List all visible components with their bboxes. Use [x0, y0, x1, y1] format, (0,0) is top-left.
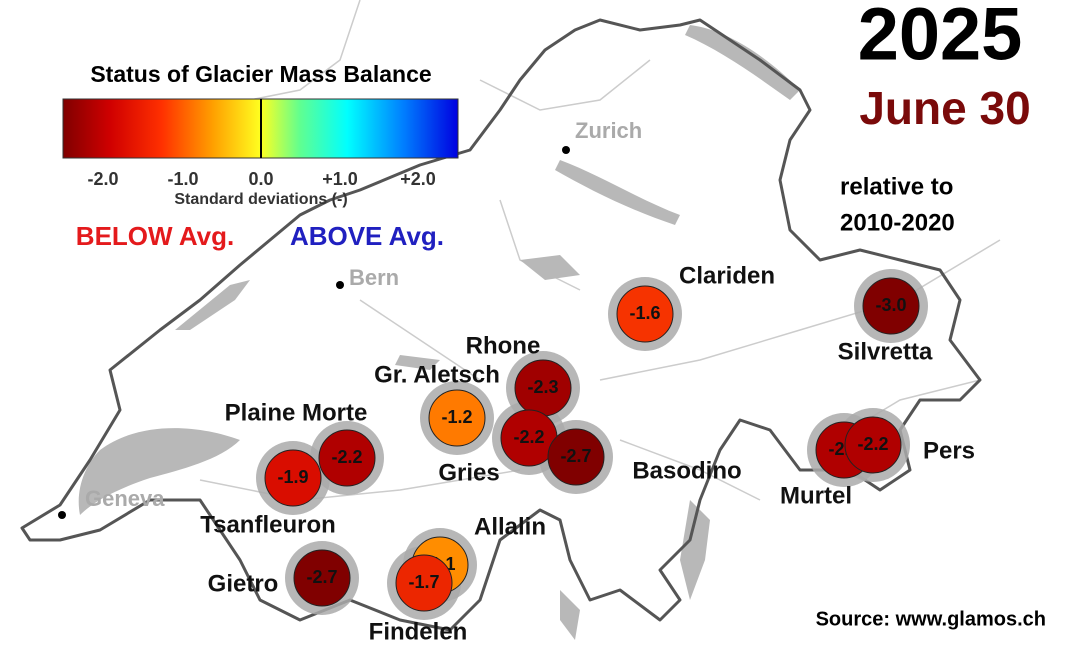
country-border	[20, 18, 982, 632]
glacier-marker	[844, 416, 902, 474]
glacier-value: -2.2	[513, 427, 544, 447]
glacier-marker	[547, 428, 605, 486]
glaciers: -1.6 Clariden -3.0 Silvretta -2.3 Rhone -1.2 Gr…	[200, 262, 975, 645]
source: Source: www.glamos.ch	[816, 608, 1046, 630]
colorbar-tick-label: -2.0	[87, 169, 118, 189]
glacier-name: Gr. Aletsch	[374, 361, 500, 388]
relative-to: relative to	[840, 173, 953, 200]
year: 2025	[858, 0, 1023, 76]
glacier-name: Rhone	[466, 332, 541, 359]
lakes	[78, 25, 800, 640]
glacier-value: -1.9	[277, 467, 308, 487]
colorbar-tick-label: +2.0	[400, 169, 436, 189]
glacier-marker	[395, 554, 453, 612]
glacier-value: -1.6	[629, 303, 660, 323]
glacier-value: -2.7	[306, 567, 337, 587]
glacier-marker	[616, 285, 674, 343]
glacier-name: Murtel	[780, 482, 852, 509]
glacier-name: Allalin	[474, 513, 546, 540]
city-dot	[562, 146, 570, 154]
glacier-name: Plaine Morte	[225, 399, 368, 426]
colorbar-tick-label: +1.0	[322, 169, 358, 189]
glacier-marker	[862, 277, 920, 335]
legend: Status of Glacier Mass Balance Standard …	[62, 61, 459, 251]
glacier-value: -2.2	[331, 447, 362, 467]
glacier-name: Findelen	[369, 618, 468, 645]
glacier-value: -3.0	[875, 295, 906, 315]
glacier-value: -1.2	[441, 407, 472, 427]
glacier-value: -1.7	[408, 572, 439, 592]
glacier-name: Gries	[438, 459, 499, 486]
glacier-name: Tsanfleuron	[200, 511, 336, 538]
above-label: ABOVE Avg.	[290, 221, 444, 251]
city-label: Zurich	[575, 118, 642, 143]
glacier-name: Pers	[923, 437, 975, 464]
glacier-marker	[293, 549, 351, 607]
glacier-name: Gietro	[208, 570, 279, 597]
glacier-marker	[264, 449, 322, 507]
below-label: BELOW Avg.	[76, 221, 234, 251]
colorbar-tick-label: 0.0	[248, 169, 273, 189]
date: June 30	[859, 82, 1030, 134]
city-label: Bern	[349, 265, 399, 290]
glacier-value: -2.3	[527, 377, 558, 397]
city-label: Geneva	[85, 486, 165, 511]
glacier-value: -2.7	[560, 446, 591, 466]
colorbar-tick-label: -1.0	[167, 169, 198, 189]
glacier-name: Silvretta	[838, 338, 933, 365]
legend-title: Status of Glacier Mass Balance	[90, 61, 431, 87]
reference-period: 2010-2020	[840, 209, 955, 236]
glacier-name: Clariden	[679, 262, 775, 289]
glacier-value: -2.2	[857, 434, 888, 454]
city-dot	[336, 281, 344, 289]
glacier-marker	[428, 389, 486, 447]
glacier-marker	[318, 429, 376, 487]
city-dot	[58, 511, 66, 519]
colorbar-axis-label: Standard deviations (-)	[174, 191, 347, 208]
glacier-name: Basodino	[632, 457, 741, 484]
